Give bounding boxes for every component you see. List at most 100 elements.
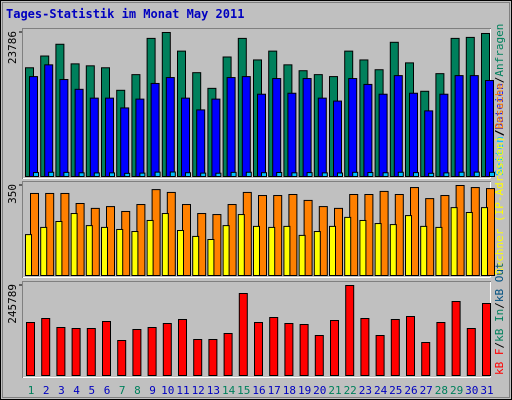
bar xyxy=(63,171,70,177)
bar xyxy=(321,172,328,178)
bar xyxy=(276,172,283,178)
legend-separator: / xyxy=(493,130,506,137)
legend-separator: / xyxy=(493,342,506,349)
bar xyxy=(117,339,127,376)
bar xyxy=(85,225,93,277)
bar xyxy=(482,302,491,376)
bar xyxy=(454,75,464,177)
bar xyxy=(177,230,184,276)
bar xyxy=(181,97,190,177)
bar xyxy=(302,78,312,177)
bar xyxy=(317,97,327,177)
bar xyxy=(71,327,81,377)
chart-title: Tages-Statistik im Monat May 2011 xyxy=(6,7,244,21)
bar xyxy=(424,110,434,177)
bar xyxy=(41,317,51,376)
bar xyxy=(272,78,282,177)
bar xyxy=(207,239,215,276)
x-tick-label: 4 xyxy=(73,384,80,397)
legend-entry: Besuche xyxy=(493,83,506,129)
bar xyxy=(469,75,479,177)
bar xyxy=(363,83,373,177)
bar xyxy=(93,172,100,177)
bar xyxy=(314,334,324,377)
bar xyxy=(139,172,146,178)
bar xyxy=(367,172,374,177)
x-tick-label: 22 xyxy=(344,384,357,397)
bar xyxy=(298,234,306,276)
x-tick-label: 7 xyxy=(119,384,126,397)
bar xyxy=(226,77,236,177)
bar xyxy=(306,172,313,178)
bar xyxy=(421,341,431,377)
bar xyxy=(230,171,237,177)
bar xyxy=(330,319,339,377)
x-tick-label: 1 xyxy=(28,384,35,397)
bar xyxy=(458,171,465,178)
bar xyxy=(393,75,403,177)
legend-entry: Rechner (IP-Adressen) xyxy=(493,136,506,275)
bar xyxy=(451,300,461,376)
bar xyxy=(89,97,99,177)
x-tick-label: 15 xyxy=(237,384,250,397)
bar xyxy=(344,216,352,276)
bar xyxy=(86,327,96,377)
bar xyxy=(33,172,39,177)
bar xyxy=(268,226,276,277)
x-tick-label: 18 xyxy=(283,384,296,397)
legend: Seiten/Dateien/Anfragen xyxy=(493,24,506,176)
x-tick-label: 23 xyxy=(359,384,372,397)
bar xyxy=(378,93,388,177)
bar xyxy=(135,98,145,177)
bar xyxy=(450,207,458,276)
legend: kB F/kB In/kB Out xyxy=(493,262,506,375)
bar xyxy=(146,219,154,277)
bar xyxy=(223,332,233,376)
bar xyxy=(154,171,161,177)
bar xyxy=(222,225,230,277)
x-tick-label: 16 xyxy=(252,384,265,397)
bar xyxy=(390,318,400,377)
bar xyxy=(70,213,78,276)
x-tick-label: 27 xyxy=(420,384,433,397)
bar xyxy=(413,172,419,178)
legend-separator: / xyxy=(493,129,506,136)
bar xyxy=(360,317,370,376)
bar xyxy=(352,171,359,178)
bar xyxy=(291,172,298,177)
bar xyxy=(313,231,321,276)
bar xyxy=(465,212,473,276)
legend-entry: kB F xyxy=(493,349,506,376)
bar xyxy=(26,321,35,377)
bar xyxy=(124,172,131,177)
x-tick-label: 24 xyxy=(374,384,388,397)
bar xyxy=(74,88,84,177)
bar xyxy=(257,93,266,177)
x-tick-label: 11 xyxy=(176,384,189,397)
x-tick-label: 30 xyxy=(465,384,478,397)
bar xyxy=(25,234,32,277)
bar xyxy=(102,320,111,377)
bar xyxy=(435,226,443,277)
bar xyxy=(348,78,358,177)
bar xyxy=(193,338,203,376)
bar xyxy=(215,172,222,178)
bar xyxy=(345,285,355,376)
bar xyxy=(169,171,176,177)
bar xyxy=(178,318,187,377)
legend-separator: / xyxy=(493,302,506,309)
bar xyxy=(40,226,48,277)
x-tick-label: 17 xyxy=(268,384,281,397)
bar xyxy=(359,219,367,277)
bar xyxy=(329,225,336,276)
bar xyxy=(192,235,200,277)
bar xyxy=(284,322,294,376)
bar xyxy=(428,172,435,178)
legend-entry: kB Out xyxy=(493,262,506,302)
bar xyxy=(29,76,38,177)
bar xyxy=(238,292,248,376)
legend-entry: Seiten xyxy=(493,136,506,176)
bar xyxy=(55,221,63,276)
